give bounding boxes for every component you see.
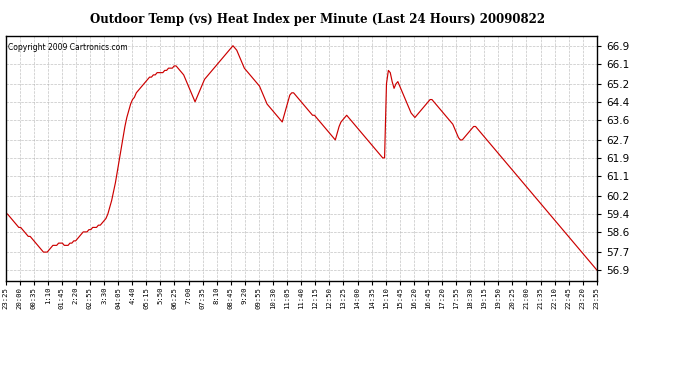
Text: Outdoor Temp (vs) Heat Index per Minute (Last 24 Hours) 20090822: Outdoor Temp (vs) Heat Index per Minute … <box>90 13 545 26</box>
Text: Copyright 2009 Cartronics.com: Copyright 2009 Cartronics.com <box>8 43 128 52</box>
